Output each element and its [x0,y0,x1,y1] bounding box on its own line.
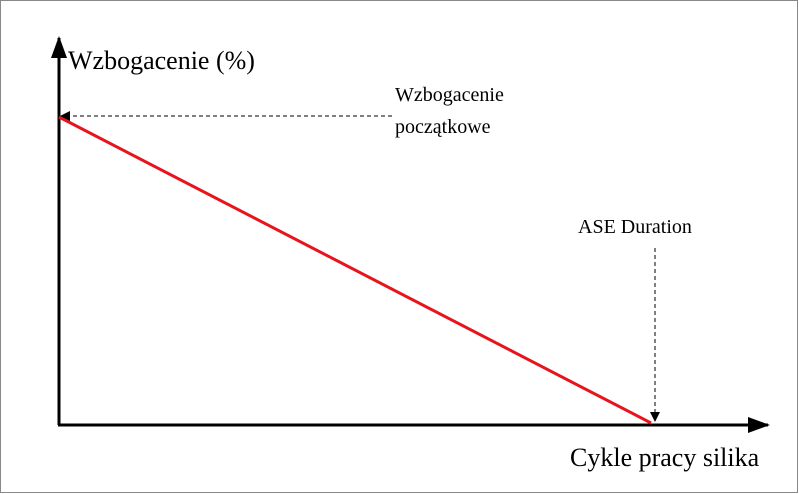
enrichment-line [58,115,652,425]
start-label: początkowe [395,116,491,138]
end-label: ASE Duration [578,216,692,238]
start-label: Wzbogacenie [395,84,504,106]
y-axis-label: Wzbogacenie (%) [68,46,255,75]
x-axis-label: Cykle pracy silika [570,443,760,472]
